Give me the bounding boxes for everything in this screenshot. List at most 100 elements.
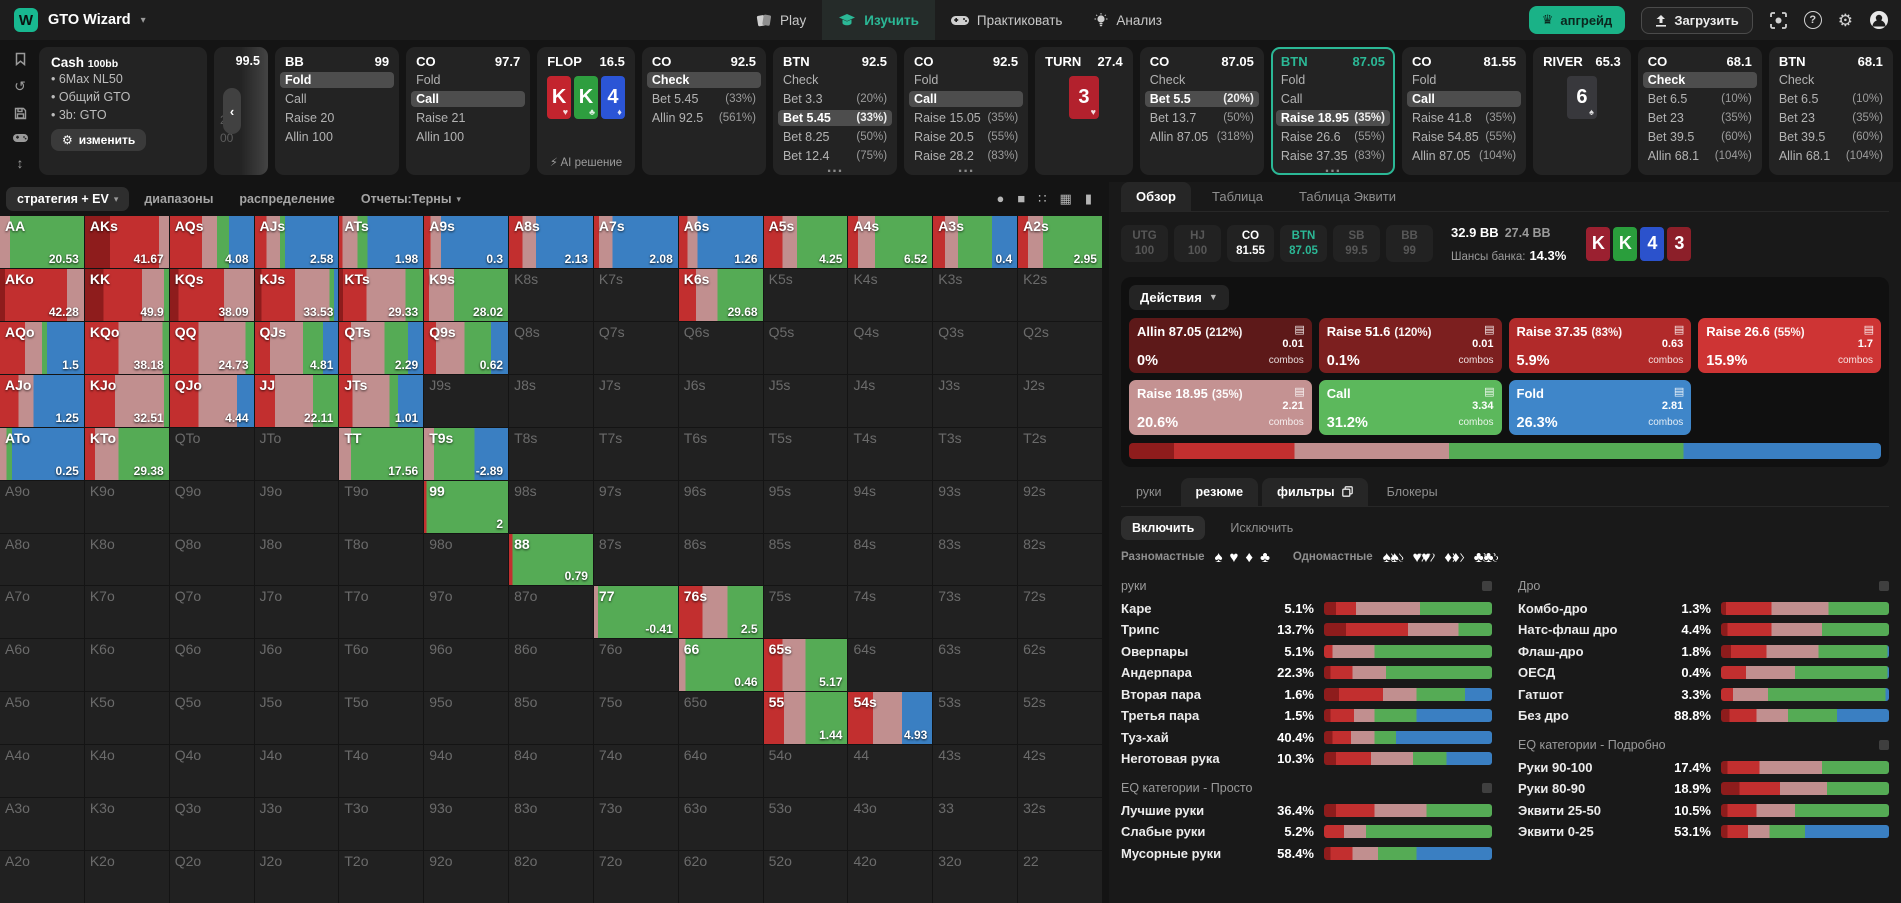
hand-cell-32s[interactable]: 32s <box>1018 798 1102 851</box>
hand-cell-QTo[interactable]: QTo <box>169 427 254 480</box>
hand-cell-55[interactable]: 55 1.44 <box>763 692 848 745</box>
hand-cell-A7s[interactable]: A7s 2.08 <box>593 216 678 268</box>
history-action[interactable]: Allin 87.05 (104%) <box>1412 148 1516 164</box>
hand-cell-Q8o[interactable]: Q8o <box>169 533 254 586</box>
hand-cell-85o[interactable]: 85o <box>509 692 593 745</box>
brand-title[interactable]: GTO Wizard <box>48 12 131 28</box>
history-action[interactable]: Fold <box>1412 72 1516 88</box>
history-action[interactable]: Raise 20 <box>285 110 389 126</box>
history-action[interactable]: Raise 21 <box>416 110 520 126</box>
history-action[interactable]: Raise 37.35 (83%) <box>1281 148 1385 164</box>
hand-cell-63s[interactable]: 63s <box>933 639 1018 692</box>
hand-cell-86o[interactable]: 86o <box>509 639 593 692</box>
hand-cell-A5s[interactable]: A5s 4.25 <box>763 216 848 268</box>
suit-filter-offsuit-diamond-icon[interactable]: ♦ <box>1245 548 1254 566</box>
nav-item-play[interactable]: Play <box>740 0 822 40</box>
hand-cell-Q2o[interactable]: Q2o <box>169 851 254 903</box>
more-actions[interactable]: ... <box>826 159 844 176</box>
history-action[interactable]: Call <box>909 91 1024 107</box>
history-action[interactable]: Fold <box>914 72 1018 88</box>
filter-mode-включить[interactable]: Включить <box>1121 515 1206 540</box>
view-dots-icon[interactable]: ∷ <box>1038 191 1047 206</box>
list-icon[interactable]: ▤ <box>1863 323 1874 336</box>
more-actions[interactable]: ... <box>1324 159 1342 176</box>
config-item[interactable]: • 6Max NL50 <box>51 72 123 86</box>
history-action[interactable]: Raise 15.05 (35%) <box>914 110 1018 126</box>
hand-cell-87s[interactable]: 87s <box>593 533 678 586</box>
hand-cell-K7o[interactable]: K7o <box>84 586 169 639</box>
hand-cell-T6o[interactable]: T6o <box>339 639 424 692</box>
board-card[interactable]: K ♣ <box>574 76 598 119</box>
hand-cell-Q7s[interactable]: Q7s <box>593 321 678 374</box>
history-action[interactable]: Bet 6.5 (10%) <box>1779 91 1883 107</box>
hand-cell-53s[interactable]: 53s <box>933 692 1018 745</box>
suit-filter-offsuit-club-icon[interactable]: ♣ <box>1260 548 1270 566</box>
hand-cell-94s[interactable]: 94s <box>848 480 933 533</box>
position-chip-hj[interactable]: HJ 100 <box>1174 225 1221 263</box>
hand-cell-ATs[interactable]: ATs 1.98 <box>339 216 424 268</box>
config-item[interactable]: • 3b: GTO <box>51 108 107 122</box>
hand-cell-Q6o[interactable]: Q6o <box>169 639 254 692</box>
hand-cell-77[interactable]: 77 -0.41 <box>593 586 678 639</box>
hand-cell-32o[interactable]: 32o <box>933 851 1018 903</box>
history-action[interactable]: Fold <box>1281 72 1385 88</box>
hand-cell-ATo[interactable]: ATo 0.25 <box>0 427 84 480</box>
avatar[interactable] <box>1869 10 1889 30</box>
stat-row[interactable]: Туз-хай 40.4% <box>1121 727 1492 749</box>
history-action[interactable]: Allin 100 <box>416 129 520 145</box>
hand-cell-JJ[interactable]: JJ 22.11 <box>254 374 339 427</box>
history-action[interactable]: Bet 23 (35%) <box>1648 110 1752 126</box>
hand-cell-84o[interactable]: 84o <box>509 745 593 798</box>
hand-cell-98s[interactable]: 98s <box>509 480 593 533</box>
stat-row[interactable]: Гатшот 3.3% <box>1518 684 1889 706</box>
history-action[interactable]: Check <box>1150 72 1254 88</box>
hand-cell-J4o[interactable]: J4o <box>254 745 339 798</box>
section-toggle-icon[interactable] <box>1482 782 1492 793</box>
gto-wizard-logo[interactable]: W <box>14 8 38 32</box>
hand-cell-T3o[interactable]: T3o <box>339 798 424 851</box>
section-toggle-icon[interactable] <box>1879 580 1889 591</box>
hand-cell-J3o[interactable]: J3o <box>254 798 339 851</box>
hand-cell-73s[interactable]: 73s <box>933 586 1018 639</box>
hand-cell-A5o[interactable]: A5o <box>0 692 84 745</box>
hand-cell-KJs[interactable]: KJs 33.53 <box>254 268 339 321</box>
history-action[interactable]: Bet 3.3 (20%) <box>783 91 887 107</box>
hand-cell-K8o[interactable]: K8o <box>84 533 169 586</box>
stat-row[interactable]: Без дро 88.8% <box>1518 705 1889 727</box>
hand-cell-K7s[interactable]: K7s <box>593 268 678 321</box>
hand-cell-K6s[interactable]: K6s 29.68 <box>678 268 763 321</box>
hand-cell-97o[interactable]: 97o <box>424 586 509 639</box>
hand-cell-86s[interactable]: 86s <box>678 533 763 586</box>
history-action[interactable]: Call <box>285 91 389 107</box>
hand-cell-82o[interactable]: 82o <box>509 851 593 903</box>
hand-cell-T5o[interactable]: T5o <box>339 692 424 745</box>
history-action[interactable]: Bet 5.45 (33%) <box>777 110 893 126</box>
view-square-icon[interactable]: ■ <box>1017 191 1026 206</box>
history-action[interactable]: Raise 41.8 (35%) <box>1412 110 1516 126</box>
hand-cell-Q3o[interactable]: Q3o <box>169 798 254 851</box>
hand-cell-83o[interactable]: 83o <box>509 798 593 851</box>
hand-cell-T8s[interactable]: T8s <box>509 427 593 480</box>
section-toggle-icon[interactable] <box>1879 739 1889 750</box>
stat-row[interactable]: Неготовая рука 10.3% <box>1121 748 1492 770</box>
stat-row[interactable]: Слабые руки 5.2% <box>1121 821 1492 843</box>
history-action[interactable]: Call <box>411 91 526 107</box>
view-bar-icon[interactable]: ▮ <box>1084 191 1092 206</box>
stat-row[interactable]: Натс-флаш дро 4.4% <box>1518 619 1889 641</box>
hand-cell-K2s[interactable]: K2s <box>1018 268 1102 321</box>
hand-cell-AJo[interactable]: AJo 1.25 <box>0 374 84 427</box>
hand-cell-J5o[interactable]: J5o <box>254 692 339 745</box>
suit-filter-offsuit-heart-icon[interactable]: ♥ <box>1229 548 1239 566</box>
actions-dropdown[interactable]: Действия ▼ <box>1129 284 1229 310</box>
stat-row[interactable]: Руки 80-90 18.9% <box>1518 778 1889 800</box>
hand-cell-22[interactable]: 22 <box>1018 851 1102 903</box>
hand-cell-T8o[interactable]: T8o <box>339 533 424 586</box>
history-action[interactable]: Bet 23 (35%) <box>1779 110 1883 126</box>
history-action[interactable]: Bet 5.5 (20%) <box>1144 91 1259 107</box>
hand-cell-QJs[interactable]: QJs 4.81 <box>254 321 339 374</box>
hand-cell-Q8s[interactable]: Q8s <box>509 321 593 374</box>
history-action[interactable]: Allin 100 <box>285 129 389 145</box>
hand-cell-99[interactable]: 99 2 <box>424 480 509 533</box>
board-card[interactable]: 3 ♥ <box>1068 76 1099 119</box>
load-button[interactable]: Загрузить <box>1641 6 1753 34</box>
